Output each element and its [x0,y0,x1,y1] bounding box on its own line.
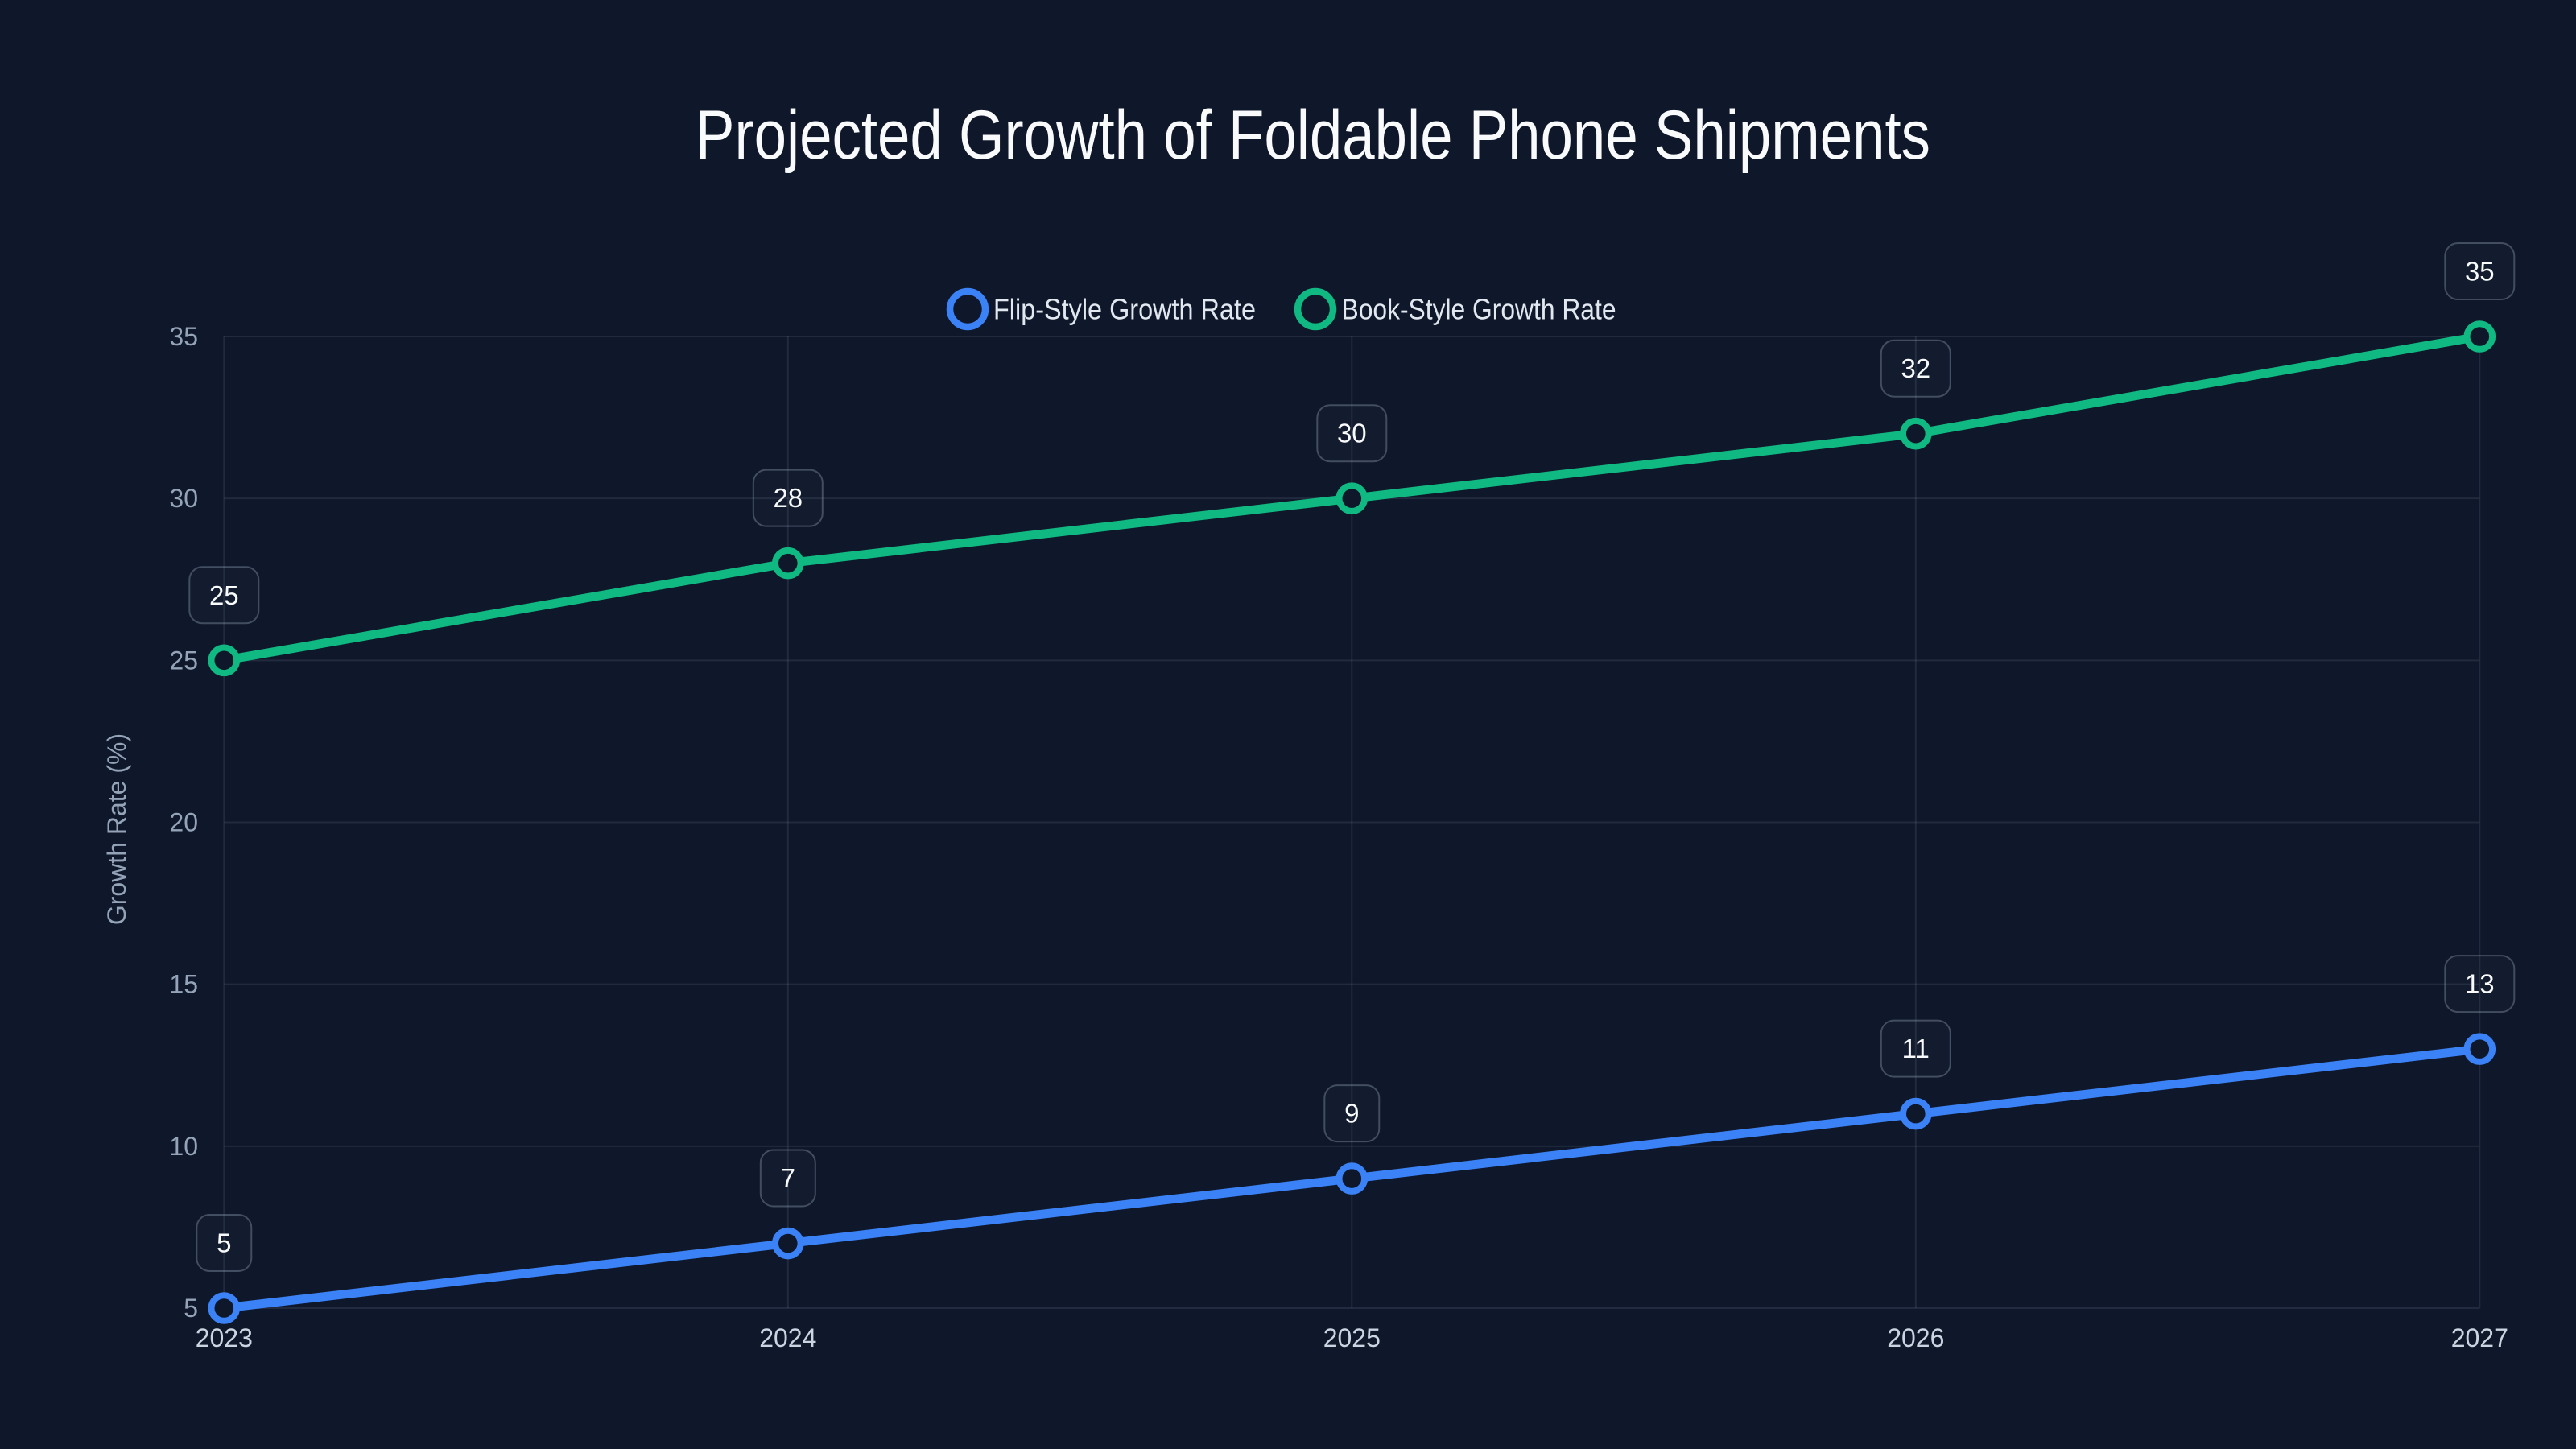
svg-text:32: 32 [1901,353,1930,383]
svg-text:Book-Style Growth Rate: Book-Style Growth Rate [1342,293,1616,326]
svg-text:2024: 2024 [759,1323,816,1352]
svg-text:2026: 2026 [1887,1323,1944,1352]
svg-text:15: 15 [169,970,198,999]
svg-text:2025: 2025 [1323,1323,1381,1352]
svg-text:28: 28 [773,483,803,513]
svg-text:30: 30 [1337,419,1367,448]
svg-text:7: 7 [781,1163,795,1193]
svg-text:5: 5 [217,1228,231,1258]
svg-text:5: 5 [184,1294,198,1323]
svg-text:10: 10 [169,1132,198,1161]
svg-text:35: 35 [2465,257,2495,287]
svg-text:20: 20 [169,808,198,837]
svg-text:35: 35 [169,322,198,351]
svg-text:30: 30 [169,484,198,513]
svg-text:25: 25 [169,646,198,675]
svg-text:Projected Growth of Foldable P: Projected Growth of Foldable Phone Shipm… [696,97,1930,174]
svg-text:11: 11 [1902,1034,1930,1063]
svg-text:9: 9 [1344,1099,1359,1129]
svg-text:Flip-Style Growth Rate: Flip-Style Growth Rate [993,293,1256,326]
svg-text:25: 25 [209,580,239,610]
svg-text:2023: 2023 [196,1323,253,1352]
svg-text:13: 13 [2465,969,2495,999]
svg-text:Growth Rate (%): Growth Rate (%) [102,733,131,925]
svg-text:2027: 2027 [2451,1323,2508,1352]
